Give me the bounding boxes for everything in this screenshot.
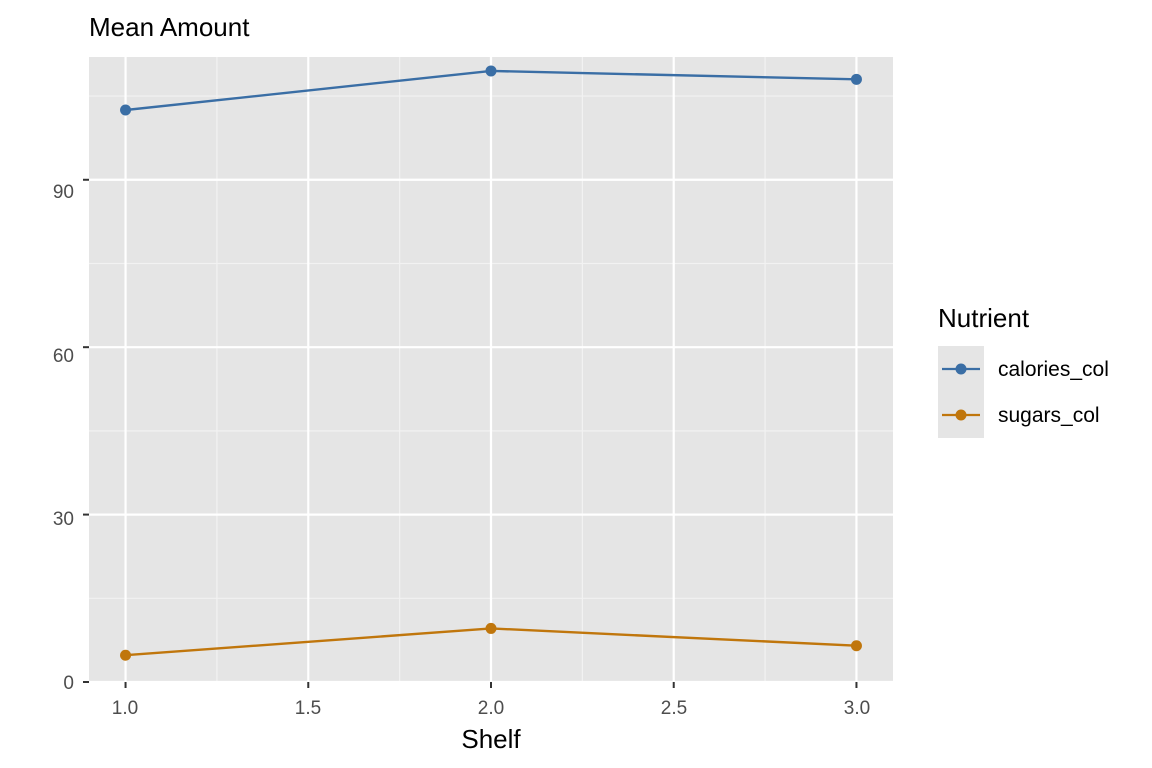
x-tick-label: 1.0 — [112, 698, 138, 719]
x-tick-label: 3.0 — [844, 698, 870, 719]
x-tick-label: 2.5 — [661, 698, 687, 719]
y-tick-label: 0 — [63, 673, 74, 694]
x-tick-label: 1.5 — [295, 698, 321, 719]
data-point-sugars_col — [120, 649, 132, 661]
data-point-sugars_col — [850, 640, 862, 652]
legend-key-background — [938, 346, 984, 438]
chart-title: Mean Amount — [89, 12, 250, 42]
legend: Nutrient calories_col sugars_col — [938, 303, 1109, 438]
x-axis: 1.0 1.5 2.0 2.5 3.0 — [112, 682, 870, 719]
data-point-calories_col — [850, 73, 862, 85]
series-layer — [120, 65, 862, 661]
data-point-sugars_col — [485, 622, 497, 634]
legend-title: Nutrient — [938, 303, 1030, 333]
y-axis: 0 30 60 90 — [53, 178, 89, 694]
y-tick-label: 90 — [53, 182, 74, 203]
y-tick-label: 30 — [53, 509, 74, 530]
legend-label-calories: calories_col — [998, 358, 1109, 381]
legend-key-point-sugars — [955, 409, 967, 421]
x-axis-title: Shelf — [461, 724, 521, 754]
data-point-calories_col — [485, 65, 497, 77]
legend-key-point-calories — [955, 363, 967, 375]
data-point-calories_col — [120, 104, 132, 116]
y-tick-label: 60 — [53, 346, 74, 367]
x-tick-label: 2.0 — [478, 698, 504, 719]
legend-label-sugars: sugars_col — [998, 404, 1100, 427]
